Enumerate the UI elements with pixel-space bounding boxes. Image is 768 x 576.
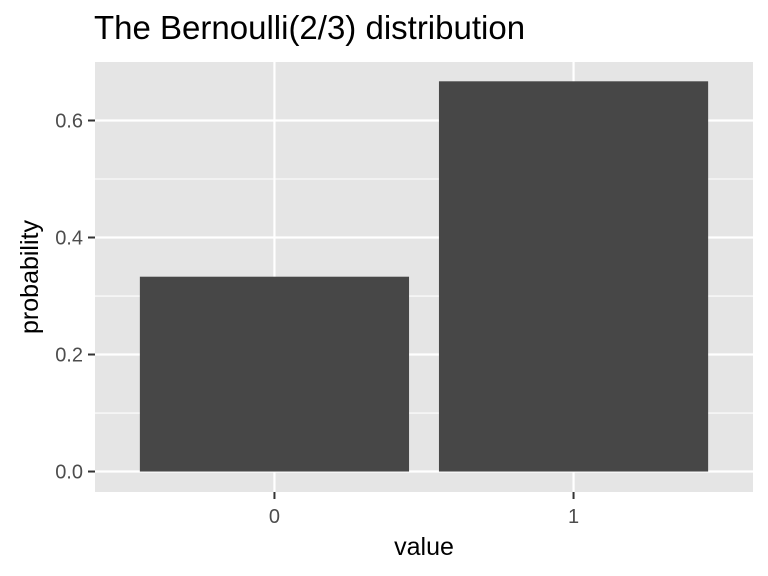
bar <box>139 276 410 472</box>
y-tick-label: 0.4 <box>55 228 83 250</box>
y-tick-label: 0.2 <box>55 345 83 367</box>
bars <box>139 81 709 472</box>
bar <box>438 81 709 472</box>
y-axis: 0.0 0.2 0.4 0.6 <box>55 111 95 484</box>
y-axis-title: probability <box>16 220 44 334</box>
x-axis-title: value <box>394 533 454 561</box>
x-tick-label: 0 <box>269 506 280 528</box>
y-tick-label: 0.0 <box>55 462 83 484</box>
y-tick-label: 0.6 <box>55 111 83 133</box>
x-tick-label: 1 <box>568 506 579 528</box>
chart-title: The Bernoulli(2/3) distribution <box>94 9 525 46</box>
